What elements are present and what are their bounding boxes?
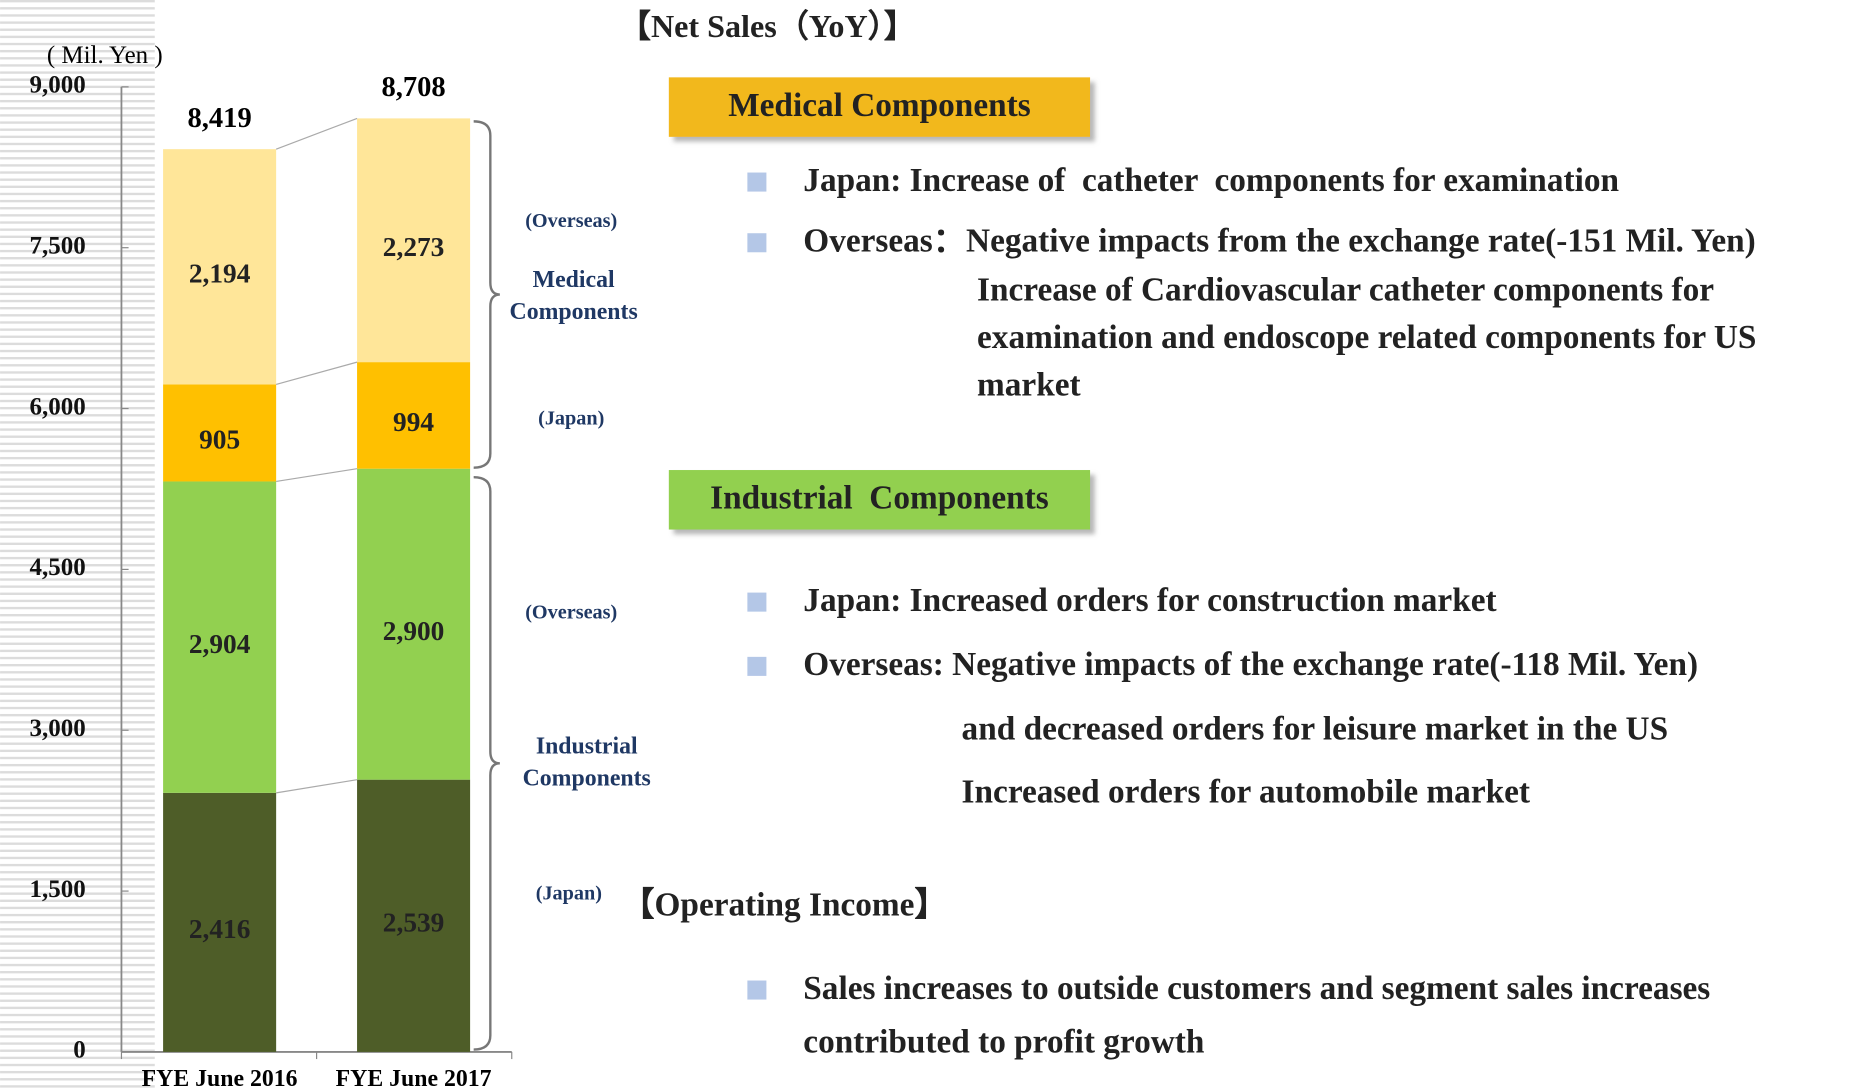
value-label: 2,539: [383, 908, 445, 938]
bullet-marker: [747, 656, 767, 676]
value-label: 2,416: [189, 914, 251, 944]
series-label: (Japan): [536, 882, 602, 904]
bullet-text: Increased orders for automobile market: [962, 774, 1530, 811]
series-label: (Japan): [538, 408, 604, 430]
series-label: (Overseas): [525, 210, 617, 232]
bullet-text: Japan: Increase of catheter components f…: [803, 162, 1619, 199]
bullet-text: Overseas: Negative impacts of the exchan…: [803, 646, 1698, 683]
y-tick-label: 0: [73, 1037, 85, 1064]
background-stripes: [0, 0, 155, 1090]
bullet-marker: [747, 172, 767, 192]
bullet-text: Overseas：Negative impacts from the excha…: [803, 223, 1755, 260]
total-label: 8,708: [381, 72, 445, 103]
chart: ( Mil. Yen ) 0 1,500 3,000 4,500 6,000 7,500 9,…: [30, 42, 651, 1090]
bullet-marker: [747, 592, 767, 612]
y-tick-label: 4,500: [30, 554, 86, 581]
section-heading: Medical Components: [728, 87, 1030, 124]
bullet-text: contributed to profit growth: [803, 1023, 1205, 1060]
y-tick-label: 3,000: [30, 715, 86, 742]
connector: [275, 117, 358, 150]
bullet-marker: [747, 233, 767, 253]
operating-title: 【Operating Income】: [621, 887, 947, 924]
bullet-text: Japan: Increased orders for construction…: [803, 582, 1496, 619]
bullet-text: Sales increases to outside customers and…: [803, 970, 1710, 1007]
x-tick-label: FYE June 2016: [142, 1066, 298, 1090]
connector: [276, 468, 358, 483]
series-label: (Overseas): [525, 602, 617, 624]
x-tick-label: FYE June 2017: [336, 1066, 492, 1090]
y-tick-label: 6,000: [30, 393, 86, 420]
notes-title: 【Net Sales（YoY）】: [619, 8, 916, 44]
value-label: 905: [199, 425, 240, 455]
value-label: 2,273: [383, 232, 445, 262]
bar-segment: [163, 481, 277, 793]
bar-segment: [357, 362, 471, 469]
unit-label: ( Mil. Yen ): [47, 42, 163, 69]
bar-segment: [163, 792, 277, 1052]
connector: [276, 779, 358, 794]
bar-segment: [163, 149, 277, 385]
bar-segment: [357, 779, 471, 1052]
value-label: 2,900: [383, 616, 445, 646]
bullet-text: examination and endoscope related compon…: [977, 319, 1756, 356]
bullet-text: market: [977, 367, 1081, 404]
notes: 【Net Sales（YoY）】 Medical Components Japan:…: [619, 8, 1757, 1060]
bar-segment: [357, 468, 471, 780]
group-label: Medical Components: [510, 267, 638, 325]
value-label: 2,904: [189, 629, 251, 659]
bar-segment: [357, 118, 471, 363]
value-label: 2,194: [189, 259, 251, 289]
group-label: Industrial Components: [523, 734, 651, 792]
y-tick-label: 9,000: [30, 72, 86, 99]
bar-segment: [163, 384, 277, 482]
bullet-text: Increase of Cardiovascular catheter comp…: [977, 271, 1714, 308]
connector: [275, 361, 358, 385]
total-label: 8,419: [188, 103, 252, 134]
section-heading-box: [668, 470, 1091, 530]
bullet-marker: [747, 980, 767, 1000]
value-label: 994: [393, 407, 434, 437]
bullet-text: and decreased orders for leisure market …: [962, 710, 1669, 747]
y-tick-label: 7,500: [30, 232, 86, 259]
section-heading-box: [668, 77, 1091, 137]
brace: [473, 475, 500, 1051]
section-heading: Industrial Components: [710, 480, 1049, 517]
brace: [473, 120, 500, 469]
y-tick-label: 1,500: [30, 876, 86, 903]
